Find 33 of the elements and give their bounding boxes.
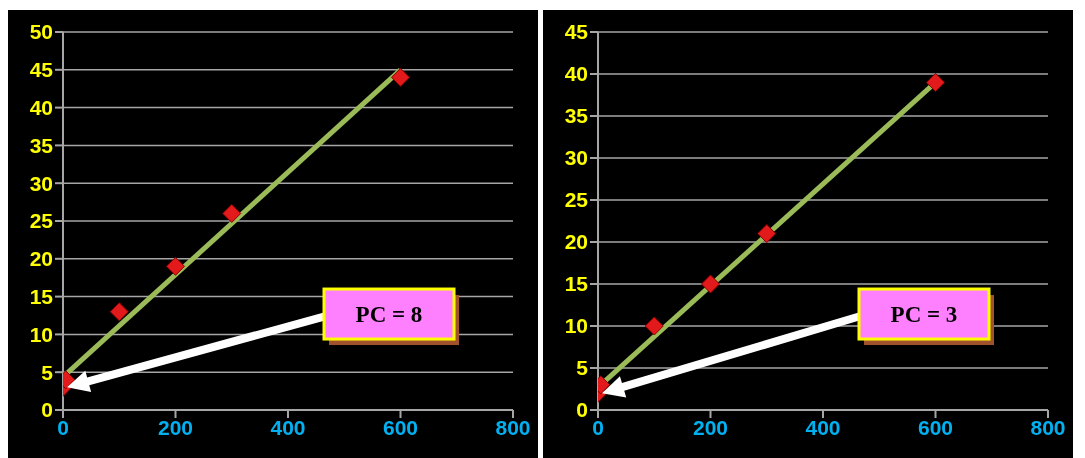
x-tick-label: 200: [157, 415, 194, 439]
x-tick-label: 800: [495, 415, 531, 439]
y-tick-label: 0: [41, 398, 53, 422]
y-tick-label: 20: [29, 247, 53, 271]
x-tick-label: 200: [692, 415, 729, 439]
y-tick-label: 20: [564, 230, 588, 254]
x-tick-label: 0: [57, 415, 69, 439]
x-tick-label: 600: [917, 415, 954, 439]
y-tick-label: 15: [29, 285, 54, 309]
y-tick-label: 50: [29, 20, 53, 44]
y-tick-label: 45: [29, 58, 54, 82]
y-tick-label: 5: [41, 360, 54, 384]
y-tick-label: 40: [29, 96, 53, 120]
y-tick-label: 25: [564, 188, 589, 212]
y-tick-label: 10: [29, 322, 53, 346]
x-tick-label: 600: [382, 415, 419, 439]
annotation: PC = 3: [890, 302, 958, 328]
annotation: PC = 8: [355, 302, 423, 328]
y-tick-label: 45: [564, 20, 589, 44]
y-tick-label: 15: [564, 272, 589, 296]
x-tick-label: 400: [270, 415, 306, 439]
y-tick-label: 5: [576, 356, 589, 380]
x-tick-label: 800: [1030, 415, 1066, 439]
y-tick-label: 10: [564, 314, 588, 338]
x-tick-label: 0: [592, 415, 604, 439]
y-tick-label: 0: [576, 398, 588, 422]
y-tick-label: 40: [564, 62, 588, 86]
y-tick-label: 30: [29, 171, 53, 195]
x-tick-label: 400: [805, 415, 841, 439]
y-tick-label: 35: [564, 104, 589, 128]
y-tick-label: 25: [29, 209, 54, 233]
y-tick-label: 35: [29, 133, 54, 157]
y-tick-label: 30: [564, 146, 588, 170]
